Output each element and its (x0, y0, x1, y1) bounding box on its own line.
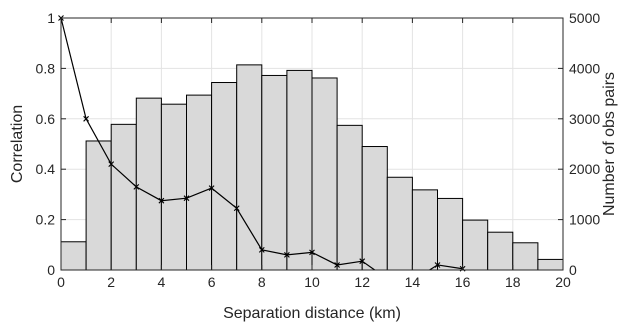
marker-stroke (258, 246, 265, 253)
histogram-bar (311, 77, 338, 271)
y-right-tick-label: 1000 (569, 212, 600, 228)
histogram-bar (110, 123, 137, 271)
marker-stroke (434, 262, 441, 268)
histogram-bar (135, 97, 162, 271)
histogram-bar (487, 231, 514, 271)
y-axis-right-title: Number of obs pairs (601, 72, 618, 216)
histogram-bar (85, 140, 112, 271)
marker-stroke (158, 197, 165, 204)
marker-stroke (133, 183, 140, 190)
histogram-bar (60, 241, 87, 271)
histogram-bar (537, 258, 564, 271)
marker-stroke (183, 195, 190, 202)
x-tick-label: 10 (304, 274, 320, 290)
y-left-tick-label: 0.2 (36, 212, 56, 228)
correlation-line-clipped (361, 260, 376, 271)
x-tick-label: 4 (158, 274, 166, 290)
histogram-bar (437, 197, 464, 271)
correlation-marker (434, 262, 441, 268)
correlation-marker (208, 185, 215, 191)
marker-stroke (108, 161, 115, 168)
axes-layer (60, 17, 564, 271)
histogram-bar (361, 146, 388, 271)
marker-stroke (309, 249, 315, 256)
y-left-tick-label: 0.8 (36, 60, 56, 76)
histogram-bar (160, 103, 187, 271)
histogram-bar (236, 64, 263, 271)
bars-layer (60, 64, 564, 271)
correlation-marker (108, 161, 115, 168)
labels-layer: 0 2 4 6 8 10 12 14 16 18 2000.20.40.60.81010002000… (36, 10, 601, 290)
y-right-tick-label: 4000 (569, 60, 600, 76)
correlation-marker (158, 197, 165, 204)
y-left-tick-label: 0.4 (36, 161, 56, 177)
correlation-marker (309, 249, 315, 256)
histogram-bar (512, 242, 539, 271)
marker-stroke (233, 205, 240, 212)
histogram-bar (386, 176, 413, 271)
x-axis-title: Separation distance (km) (223, 305, 401, 322)
correlation-marker (334, 262, 340, 268)
marker-stroke (334, 262, 340, 268)
x-tick-label: 16 (455, 274, 471, 290)
histogram-bar (286, 69, 313, 271)
x-tick-label: 12 (354, 274, 370, 290)
x-tick-label: 6 (208, 274, 216, 290)
x-tick-label: 18 (505, 274, 521, 290)
histogram-bar (336, 124, 363, 271)
histogram-bar (211, 82, 238, 271)
correlation-marker (83, 115, 89, 122)
marker-stroke (284, 251, 290, 258)
histogram-bar (411, 189, 438, 271)
y-right-tick-label: 0 (569, 262, 577, 278)
y-right-tick-label: 5000 (569, 10, 600, 26)
correlation-marker (133, 183, 140, 190)
x-tick-label: 2 (107, 274, 115, 290)
y-left-tick-label: 0.6 (36, 111, 56, 127)
x-tick-label: 8 (258, 274, 266, 290)
y-axis-left-title: Correlation (9, 105, 26, 183)
y-right-tick-label: 3000 (569, 111, 600, 127)
correlation-marker (284, 251, 290, 258)
y-right-tick-label: 2000 (569, 161, 600, 177)
x-tick-label: 20 (555, 274, 571, 290)
marker-stroke (208, 185, 215, 191)
histogram-bar (462, 219, 489, 271)
y-left-tick-label: 0 (47, 262, 55, 278)
correlation-marker (233, 205, 240, 212)
x-tick-label: 14 (405, 274, 421, 290)
x-tick-label: 0 (57, 274, 65, 290)
correlation-line (437, 264, 463, 270)
marker-stroke (83, 115, 89, 122)
y-left-tick-label: 1 (47, 10, 55, 26)
correlation-marker (258, 246, 265, 253)
histogram-bar (261, 74, 288, 271)
histogram-bar (186, 94, 213, 271)
correlation-marker (183, 195, 190, 202)
